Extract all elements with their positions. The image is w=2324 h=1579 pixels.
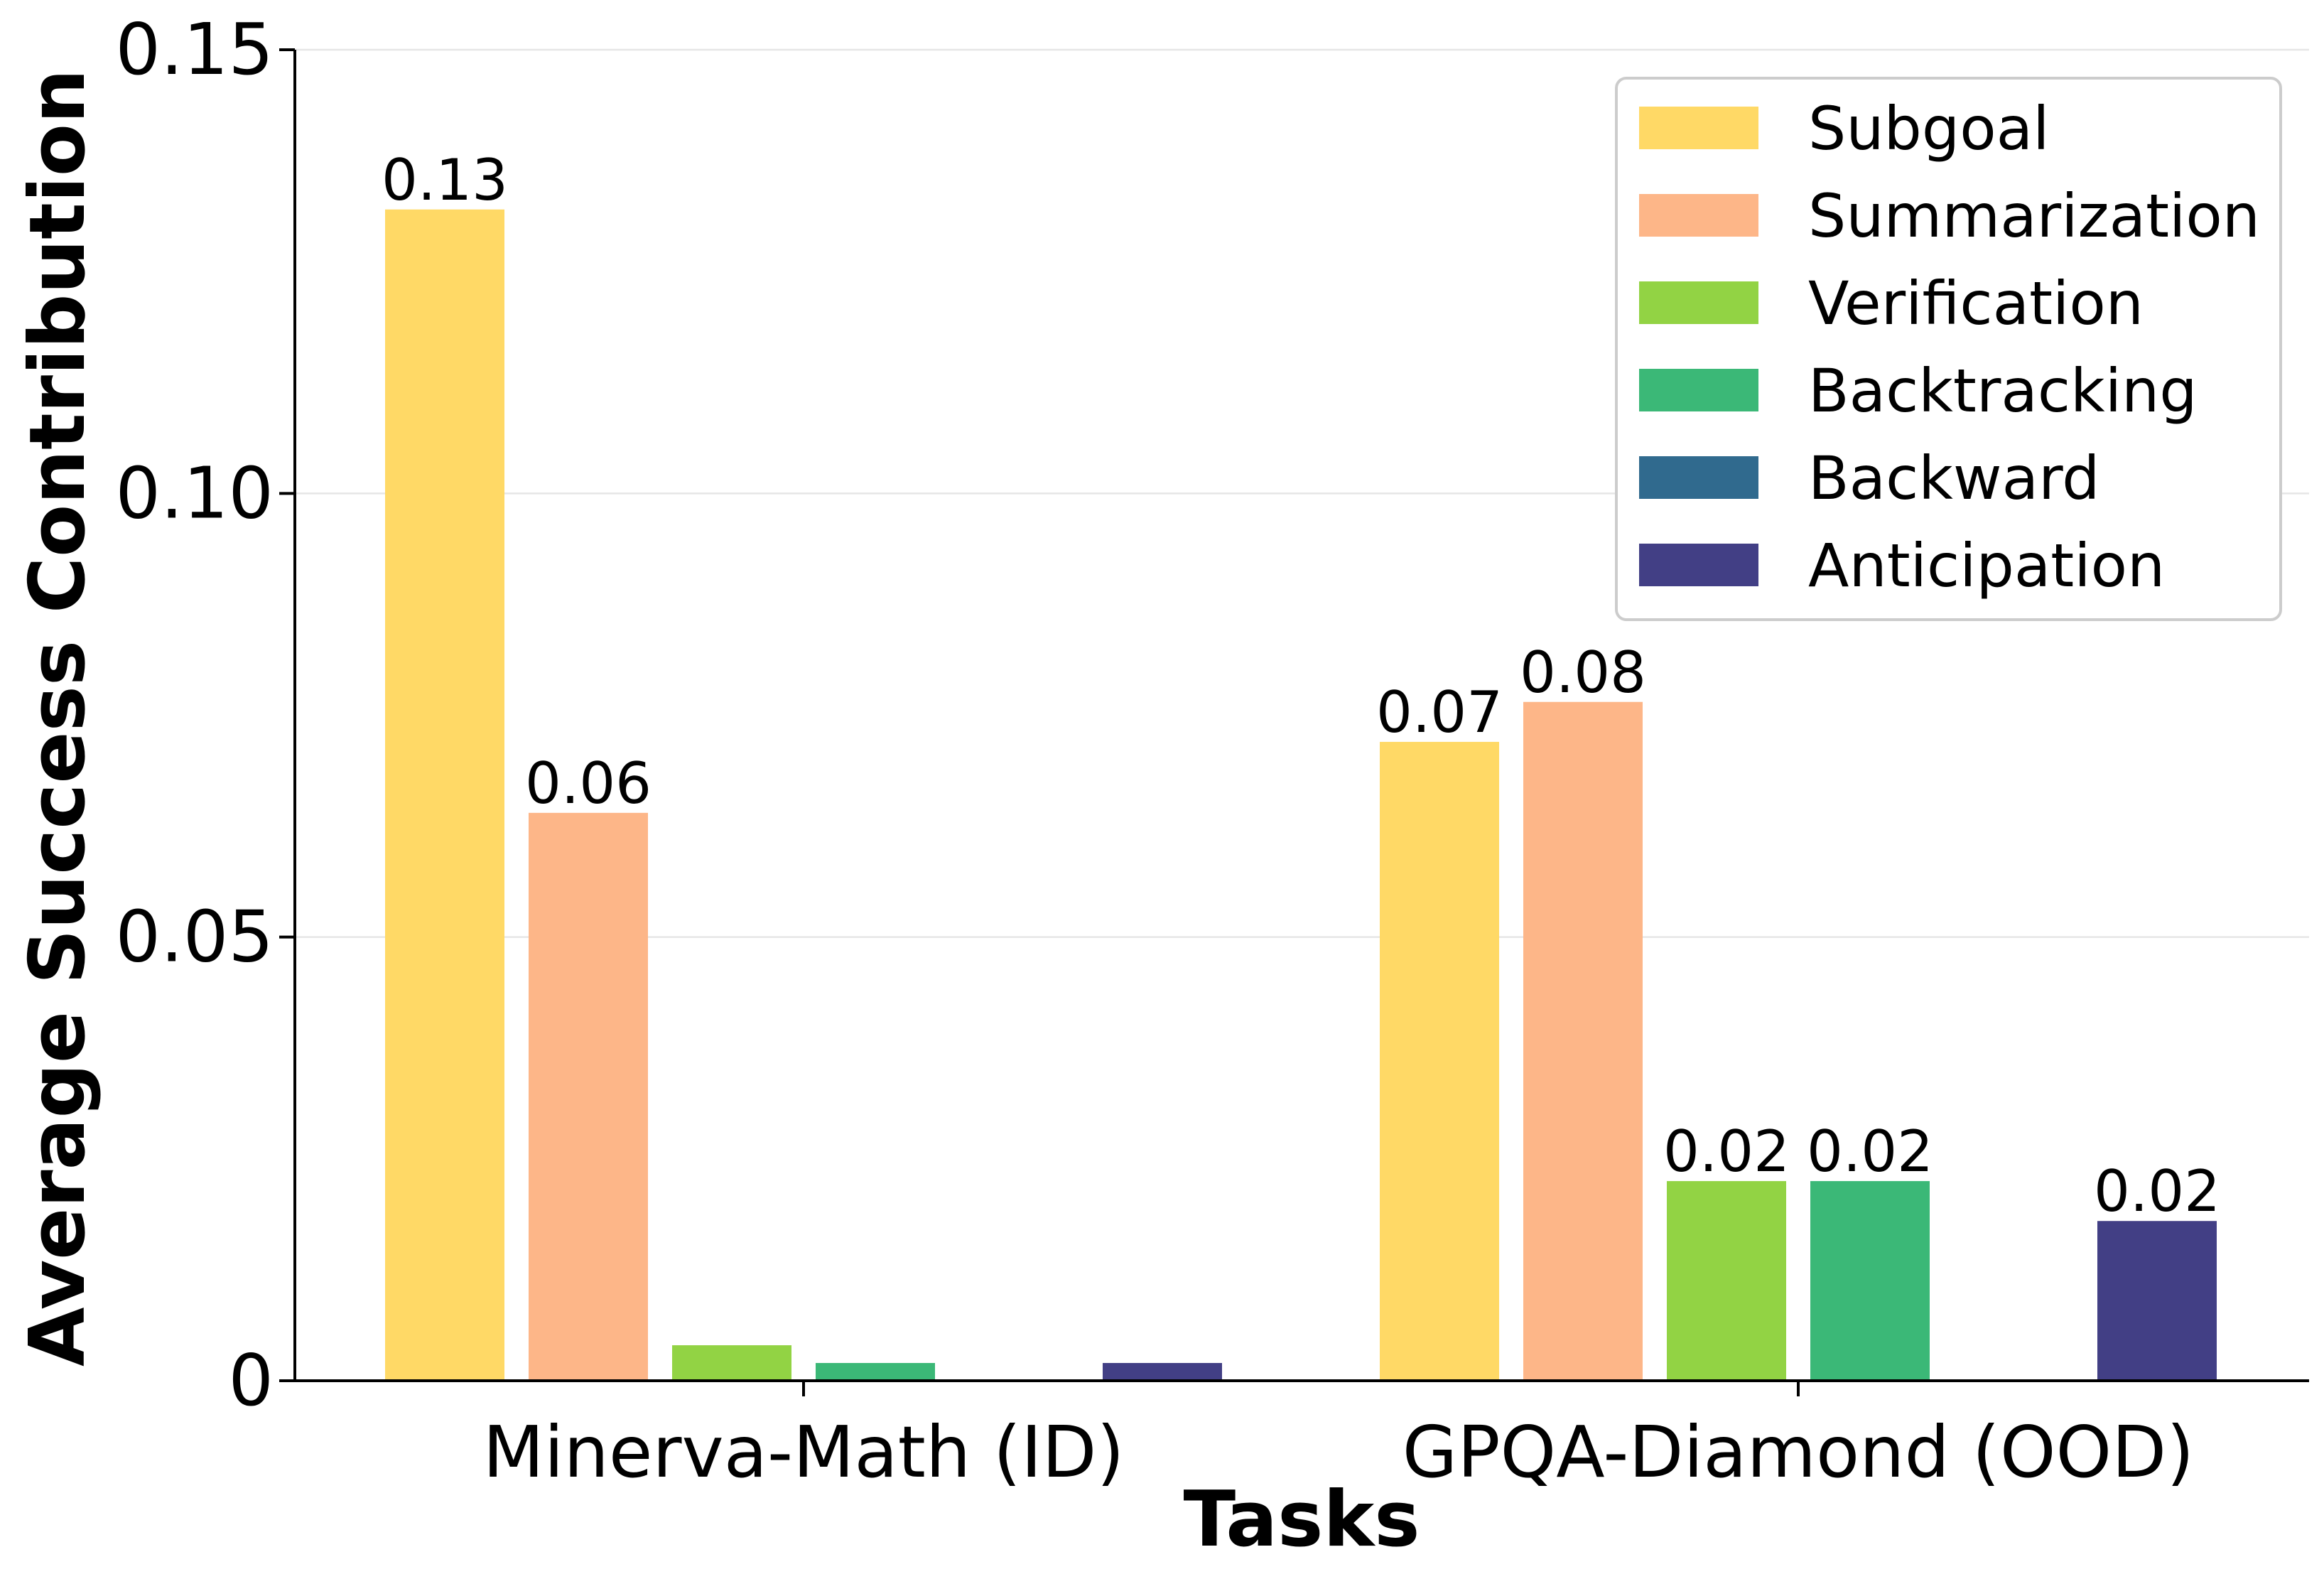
bar-verification-minerva-math: [672, 1345, 791, 1381]
legend-frame: [1615, 77, 2282, 621]
legend-label: Anticipation: [1808, 531, 2165, 600]
x-axis-title: Tasks: [1183, 1475, 1420, 1564]
data-label: 0.02: [2094, 1158, 2220, 1224]
legend-label: Summarization: [1808, 181, 2260, 251]
bar-subgoal-minerva-math: [385, 209, 504, 1381]
bar-anticipation-gpqa-diamond: [2097, 1221, 2217, 1381]
legend-label: Subgoal: [1808, 94, 2049, 163]
legend-swatch-verification: [1639, 281, 1758, 324]
y-axis-title: Average Success Contribution: [13, 69, 102, 1367]
data-label: 0.06: [525, 750, 652, 817]
bar-backtracking-minerva-math: [816, 1363, 935, 1381]
y-ticks: 0 0.05 0.10 0.15: [115, 8, 295, 1422]
legend-swatch-summarization: [1639, 194, 1758, 237]
bar-backtracking-gpqa-diamond: [1810, 1181, 1930, 1381]
x-tick-label: GPQA-Diamond (OOD): [1402, 1411, 2195, 1494]
legend-swatch-anticipation: [1639, 544, 1758, 586]
legend-swatch-backtracking: [1639, 369, 1758, 411]
bar-summarization-gpqa-diamond: [1523, 701, 1643, 1381]
data-label: 0.07: [1376, 679, 1503, 745]
bar-anticipation-minerva-math: [1103, 1363, 1222, 1381]
y-tick-label: 0: [228, 1339, 274, 1422]
y-tick-label: 0.10: [115, 451, 274, 534]
legend-swatch-backward: [1639, 456, 1758, 499]
legend-swatch-subgoal: [1639, 107, 1758, 149]
bar-verification-gpqa-diamond: [1667, 1181, 1786, 1381]
x-ticks: Minerva-Math (ID) GPQA-Diamond (OOD): [482, 1381, 2194, 1494]
data-label: 0.02: [1807, 1119, 1933, 1185]
data-label: 0.08: [1520, 640, 1646, 706]
x-tick-label: Minerva-Math (ID): [482, 1411, 1124, 1494]
legend-label: Backward: [1808, 443, 2099, 513]
data-labels: 0.13 0.06 0.07 0.08 0.02 0.02 0.02: [382, 147, 2220, 1224]
y-tick-label: 0.05: [115, 895, 274, 979]
y-tick-label: 0.15: [115, 8, 274, 91]
legend-label: Backtracking: [1808, 356, 2198, 426]
data-label: 0.13: [382, 147, 508, 213]
legend-label: Verification: [1808, 269, 2144, 338]
data-label: 0.02: [1663, 1119, 1790, 1185]
axes: [293, 50, 2309, 1382]
bars: [385, 209, 2217, 1381]
bar-subgoal-gpqa-diamond: [1380, 741, 1499, 1381]
legend: Subgoal Summarization Verification Backtrac…: [1615, 77, 2282, 621]
bar-summarization-minerva-math: [529, 812, 648, 1381]
